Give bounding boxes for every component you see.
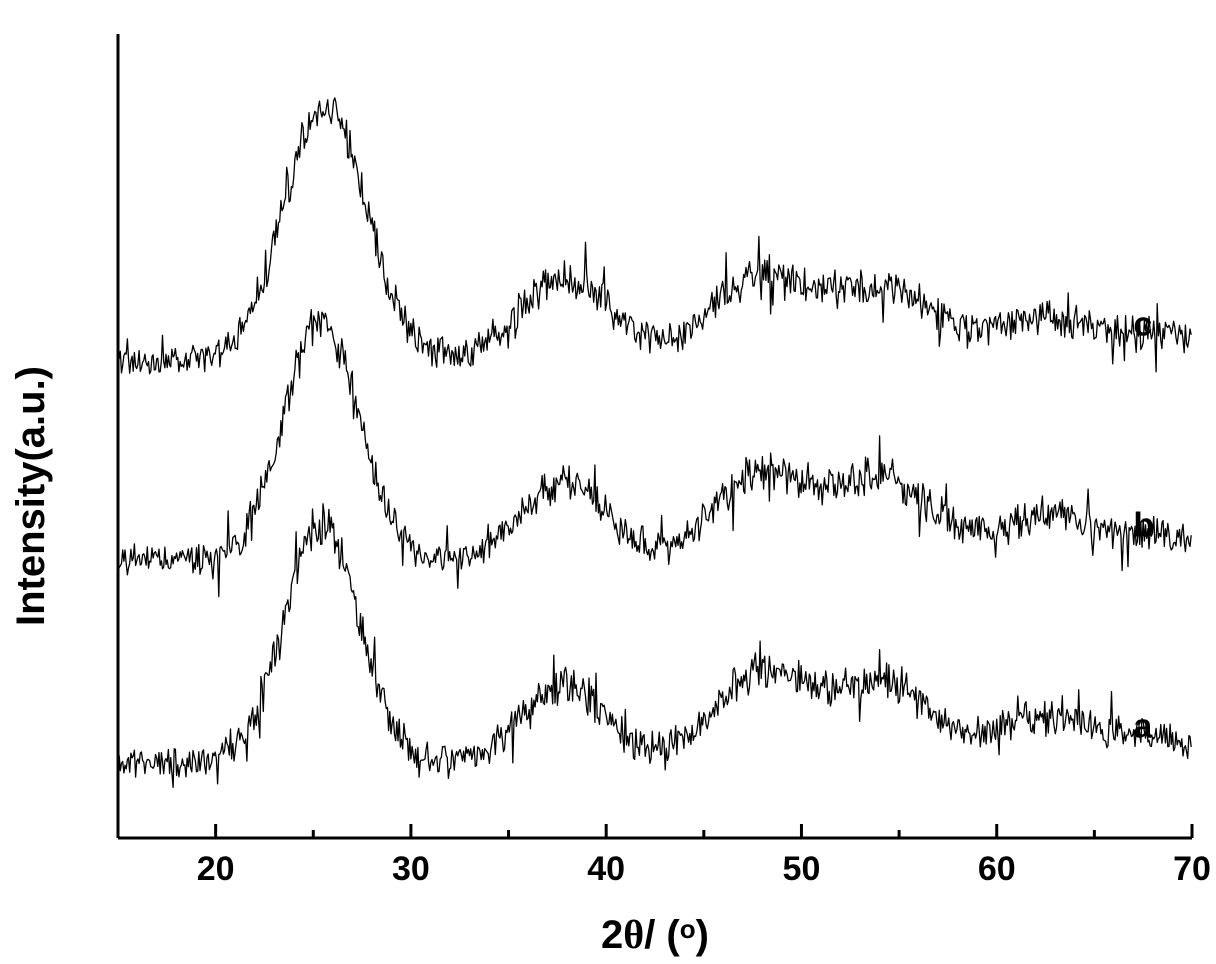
chart-canvas: 20 30 40 50 60 70 2θ/ (o) Intensity(a.u.) a b c	[0, 0, 1216, 964]
series-label-a: a	[1133, 708, 1153, 746]
x-tick-label: 70	[1173, 850, 1211, 888]
x-tick-label: 30	[392, 850, 430, 888]
series-c	[118, 98, 1191, 374]
x-tick-label: 40	[587, 850, 625, 888]
series-label-c: c	[1133, 306, 1152, 344]
xrd-chart: 20 30 40 50 60 70 2θ/ (o) Intensity(a.u.) a b c	[0, 0, 1216, 964]
x-axis-label: 2θ/ (o)	[601, 912, 709, 957]
y-axis-label: Intensity(a.u.)	[9, 366, 53, 626]
series-b	[118, 310, 1191, 597]
x-tick-label: 20	[197, 850, 235, 888]
x-tick-label: 60	[978, 850, 1016, 888]
series-a	[118, 504, 1191, 788]
x-tick-label: 50	[783, 850, 821, 888]
series-label-b: b	[1133, 507, 1154, 545]
